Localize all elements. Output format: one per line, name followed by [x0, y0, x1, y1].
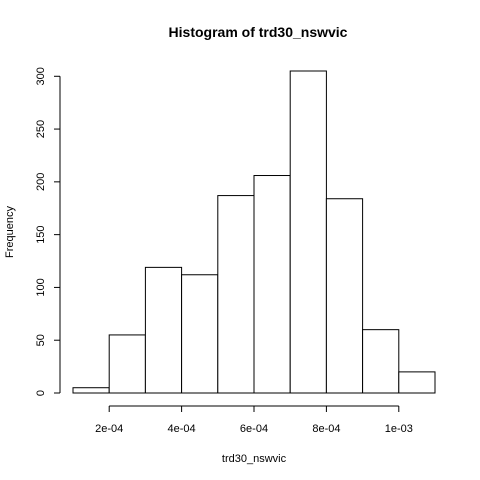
- y-tick-label: 100: [35, 278, 47, 296]
- x-axis-label: trd30_nswvic: [222, 453, 287, 465]
- x-axis: 2e-04 4e-04 6e-04 8e-04 1e-03: [95, 405, 413, 435]
- x-tick-label: 8e-04: [312, 423, 340, 435]
- y-tick-label: 250: [35, 120, 47, 138]
- chart-title: Histogram of trd30_nswvic: [169, 24, 348, 40]
- y-tick-label: 200: [35, 173, 47, 191]
- histogram-bar: [362, 329, 400, 394]
- bars-group: [72, 70, 436, 394]
- histogram-bar: [144, 266, 183, 394]
- y-tick-label: 0: [35, 390, 47, 396]
- histogram-bar: [217, 195, 255, 394]
- histogram-bar: [253, 175, 291, 394]
- y-axis: 0 50 100 150 200 250 300: [35, 67, 61, 396]
- x-tick-label: 4e-04: [168, 423, 196, 435]
- x-tick-label: 1e-03: [385, 423, 413, 435]
- histogram-bar: [398, 371, 436, 394]
- x-tick-label: 6e-04: [240, 423, 268, 435]
- histogram-bar: [289, 70, 327, 394]
- histogram-bar: [325, 198, 364, 394]
- x-tick-label: 2e-04: [95, 423, 123, 435]
- y-tick-label: 50: [35, 334, 47, 346]
- histogram-bar: [181, 274, 219, 394]
- histogram-bar: [108, 334, 146, 394]
- histogram-bar: [72, 387, 110, 394]
- y-tick-label: 150: [35, 225, 47, 243]
- y-axis-label: Frequency: [4, 206, 16, 258]
- y-tick-label: 300: [35, 67, 47, 85]
